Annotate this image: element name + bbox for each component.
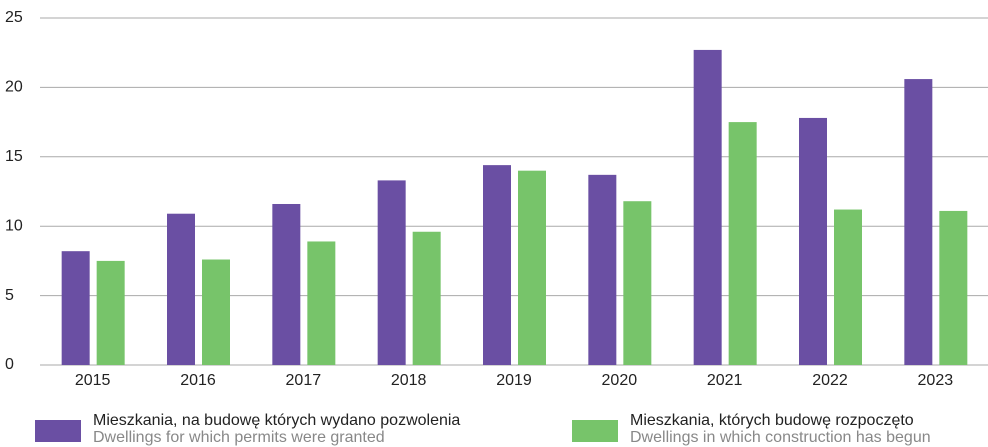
bar	[307, 241, 336, 365]
legend-swatch	[35, 420, 81, 442]
legend-label-en: Dwellings for which permits were granted	[93, 429, 385, 446]
x-tick-label: 2023	[918, 372, 954, 389]
y-tick-label: 20	[5, 79, 23, 96]
y-tick-label: 10	[5, 217, 23, 234]
bar	[939, 210, 968, 365]
legend-label: Mieszkania, których budowę rozpoczęto	[630, 412, 914, 429]
bar	[623, 201, 652, 365]
bar	[834, 209, 862, 365]
x-tick-label: 2017	[286, 372, 322, 389]
bar	[167, 213, 195, 365]
bar	[693, 49, 722, 365]
y-tick-label: 25	[5, 9, 23, 26]
bar	[483, 165, 511, 365]
legend-swatch	[572, 420, 618, 442]
bar	[904, 79, 933, 366]
bar	[202, 259, 230, 365]
x-tick-label: 2021	[707, 372, 743, 389]
x-tick-label: 2015	[75, 372, 111, 389]
bar	[412, 231, 441, 365]
x-tick-label: 2016	[180, 372, 216, 389]
bar	[588, 174, 617, 365]
y-tick-label: 5	[5, 287, 14, 304]
legend-label-en: Dwellings in which construction has begu…	[630, 429, 931, 446]
x-tick-label: 2018	[391, 372, 427, 389]
x-tick-label: 2020	[602, 372, 638, 389]
bar	[96, 260, 125, 365]
bar	[377, 180, 406, 365]
y-tick-label: 15	[5, 148, 23, 165]
x-tick-label: 2022	[812, 372, 848, 389]
bar	[518, 170, 546, 365]
y-tick-label: 0	[5, 356, 14, 373]
bar	[799, 117, 827, 365]
bar	[272, 203, 301, 365]
bar	[728, 122, 757, 365]
x-tick-label: 2019	[496, 372, 532, 389]
legend-label: Mieszkania, na budowę których wydano poz…	[93, 412, 460, 429]
bar	[61, 251, 90, 365]
